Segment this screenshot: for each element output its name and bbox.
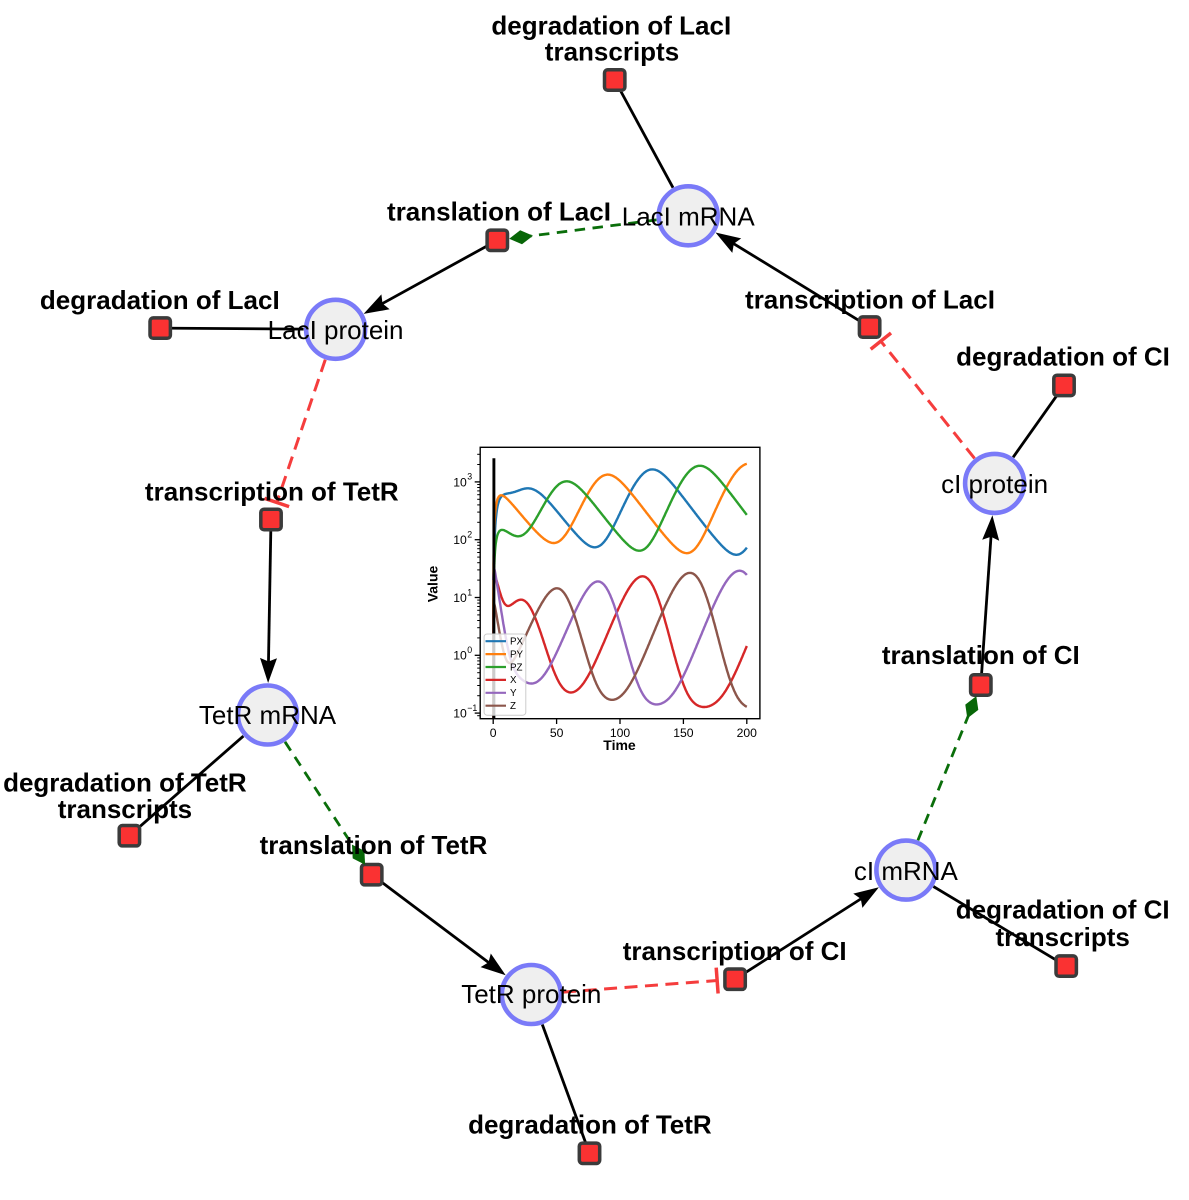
svg-text:TetR mRNA: TetR mRNA bbox=[199, 700, 337, 730]
svg-text:transcripts: transcripts bbox=[996, 922, 1130, 952]
svg-text:degradation of LacI: degradation of LacI bbox=[40, 285, 280, 315]
svg-text:degradation of TetR: degradation of TetR bbox=[468, 1110, 712, 1140]
svg-text:50: 50 bbox=[550, 726, 564, 740]
svg-text:100: 100 bbox=[610, 726, 631, 740]
svg-text:Time: Time bbox=[603, 737, 636, 753]
svg-text:transcripts: transcripts bbox=[58, 794, 192, 824]
svg-text:translation of LacI: translation of LacI bbox=[387, 196, 611, 226]
svg-text:X: X bbox=[510, 675, 517, 686]
svg-text:degradation of TetR: degradation of TetR bbox=[3, 767, 247, 797]
svg-text:−1: −1 bbox=[467, 703, 477, 713]
svg-text:2: 2 bbox=[467, 530, 472, 540]
svg-text:transcription of CI: transcription of CI bbox=[623, 936, 847, 966]
svg-text:PY: PY bbox=[510, 649, 524, 660]
svg-text:LacI mRNA: LacI mRNA bbox=[622, 201, 756, 231]
svg-text:Y: Y bbox=[510, 688, 517, 699]
svg-text:Value: Value bbox=[425, 566, 441, 603]
svg-text:0: 0 bbox=[490, 726, 497, 740]
svg-text:cI protein: cI protein bbox=[941, 469, 1048, 499]
svg-text:1: 1 bbox=[467, 587, 472, 597]
svg-text:10: 10 bbox=[453, 649, 467, 663]
svg-text:cI mRNA: cI mRNA bbox=[854, 856, 959, 886]
svg-text:3: 3 bbox=[467, 472, 472, 482]
svg-text:150: 150 bbox=[673, 726, 694, 740]
svg-text:translation of CI: translation of CI bbox=[882, 640, 1080, 670]
svg-text:10: 10 bbox=[453, 533, 467, 547]
svg-text:200: 200 bbox=[737, 726, 758, 740]
svg-text:degradation of LacI: degradation of LacI bbox=[491, 10, 731, 40]
svg-text:degradation of CI: degradation of CI bbox=[956, 341, 1170, 371]
svg-text:translation of TetR: translation of TetR bbox=[260, 830, 488, 860]
svg-text:10: 10 bbox=[453, 475, 467, 489]
svg-text:PX: PX bbox=[510, 637, 524, 648]
svg-text:TetR protein: TetR protein bbox=[461, 979, 601, 1009]
svg-text:transcription of LacI: transcription of LacI bbox=[745, 284, 995, 314]
svg-text:0: 0 bbox=[467, 645, 472, 655]
svg-text:10: 10 bbox=[453, 591, 467, 605]
svg-text:LacI protein: LacI protein bbox=[268, 315, 404, 345]
svg-text:transcription of TetR: transcription of TetR bbox=[145, 477, 399, 507]
svg-text:PZ: PZ bbox=[510, 662, 523, 673]
svg-text:10: 10 bbox=[453, 707, 467, 721]
svg-text:degradation of CI: degradation of CI bbox=[956, 895, 1170, 925]
svg-text:Z: Z bbox=[510, 701, 516, 712]
svg-text:transcripts: transcripts bbox=[545, 37, 679, 67]
